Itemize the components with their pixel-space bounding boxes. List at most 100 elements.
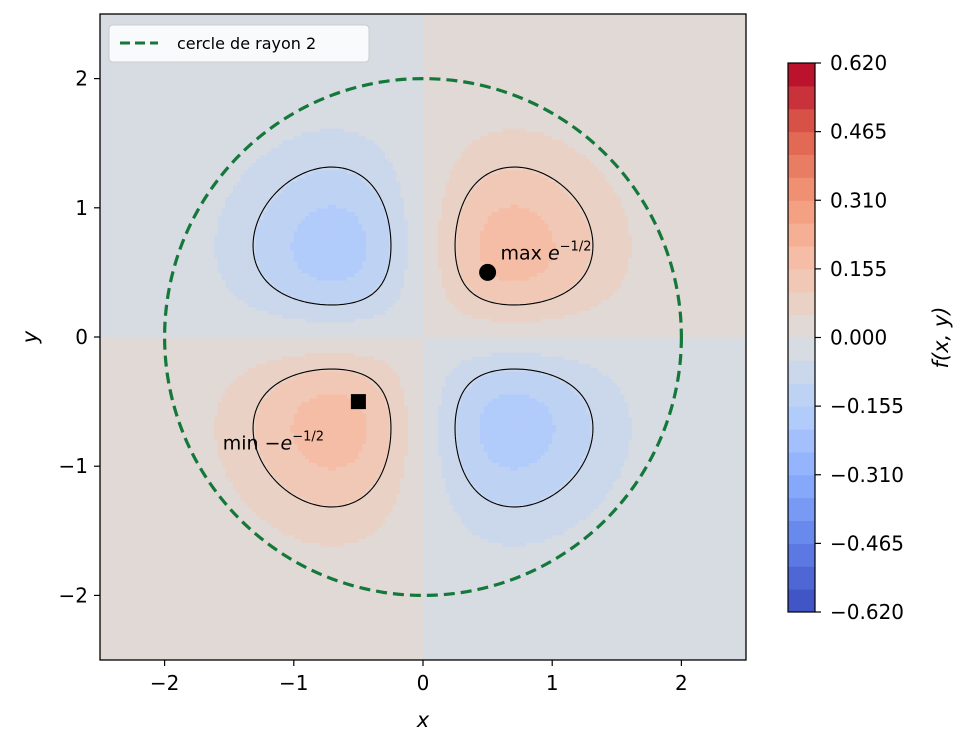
- heat-cell: [115, 649, 119, 653]
- heat-cell: [491, 637, 495, 641]
- heat-cell: [640, 592, 644, 596]
- heat-cell: [659, 576, 663, 580]
- heat-cell: [237, 584, 241, 588]
- heat-cell: [419, 588, 423, 592]
- heat-cell: [617, 641, 621, 645]
- heat-cell: [491, 557, 495, 561]
- heat-cell: [412, 576, 416, 580]
- heat-cell: [545, 622, 549, 626]
- heat-cell: [522, 588, 526, 592]
- heat-cell: [153, 603, 157, 607]
- heat-cell: [214, 588, 218, 592]
- heat-cell: [381, 641, 385, 645]
- heat-cell: [351, 588, 355, 592]
- heat-cell: [115, 576, 119, 580]
- heat-cell: [119, 573, 123, 577]
- heat-cell: [738, 561, 742, 565]
- heat-cell: [643, 611, 647, 615]
- heat-cell: [533, 576, 537, 580]
- heat-cell: [309, 565, 313, 569]
- heat-cell: [203, 565, 207, 569]
- heat-cell: [248, 584, 252, 588]
- heat-cell: [290, 561, 294, 565]
- heat-cell: [313, 561, 317, 565]
- heat-cell: [108, 546, 112, 550]
- heat-cell: [628, 652, 632, 656]
- heat-cell: [594, 611, 598, 615]
- heat-cell: [267, 622, 271, 626]
- heat-cell: [377, 614, 381, 618]
- heat-cell: [165, 554, 169, 558]
- heat-cell: [111, 645, 115, 649]
- heat-cell: [374, 569, 378, 573]
- heat-cell: [647, 614, 651, 618]
- heat-cell: [408, 554, 412, 558]
- heat-cell: [377, 626, 381, 630]
- heat-cell: [678, 637, 682, 641]
- heat-cell: [370, 607, 374, 611]
- heat-cell: [655, 618, 659, 622]
- heat-cell: [168, 580, 172, 584]
- heat-cell: [484, 569, 488, 573]
- heat-cell: [431, 645, 435, 649]
- heat-cell: [689, 550, 693, 554]
- heat-cell: [271, 614, 275, 618]
- heat-cell: [404, 637, 408, 641]
- heat-cell: [579, 573, 583, 577]
- heat-cell: [275, 569, 279, 573]
- heat-cell: [142, 618, 146, 622]
- heat-cell: [567, 652, 571, 656]
- heat-cell: [415, 588, 419, 592]
- heat-cell: [503, 611, 507, 615]
- heat-cell: [438, 652, 442, 656]
- heat-cell: [161, 641, 165, 645]
- heat-cell: [161, 561, 165, 565]
- heat-cell: [735, 592, 739, 596]
- heat-cell: [176, 554, 180, 558]
- heat-cell: [495, 622, 499, 626]
- heat-cell: [332, 649, 336, 653]
- heat-cell: [134, 550, 138, 554]
- heat-cell: [495, 614, 499, 618]
- heat-cell: [229, 569, 233, 573]
- heat-cell: [381, 645, 385, 649]
- heat-cell: [362, 550, 366, 554]
- heat-cell: [712, 576, 716, 580]
- heat-cell: [685, 565, 689, 569]
- heat-cell: [533, 550, 537, 554]
- heat-cell: [453, 652, 457, 656]
- heat-cell: [408, 607, 412, 611]
- heat-cell: [206, 554, 210, 558]
- heat-cell: [153, 649, 157, 653]
- heat-cell: [488, 592, 492, 596]
- heat-cell: [104, 645, 108, 649]
- heat-cell: [457, 557, 461, 561]
- heat-cell: [560, 592, 564, 596]
- heat-cell: [476, 607, 480, 611]
- heat-cell: [400, 607, 404, 611]
- heat-cell: [651, 599, 655, 603]
- heat-cell: [282, 595, 286, 599]
- heat-cell: [514, 565, 518, 569]
- heat-cell: [564, 607, 568, 611]
- heat-cell: [393, 649, 397, 653]
- heat-cell: [149, 584, 153, 588]
- heat-cell: [210, 595, 214, 599]
- heat-cell: [263, 603, 267, 607]
- heat-cell: [583, 645, 587, 649]
- heat-cell: [472, 580, 476, 584]
- heat-cell: [655, 603, 659, 607]
- heat-cell: [332, 546, 336, 550]
- heat-cell: [670, 595, 674, 599]
- heat-cell: [233, 649, 237, 653]
- heat-cell: [503, 599, 507, 603]
- heat-cell: [560, 637, 564, 641]
- heat-cell: [195, 550, 199, 554]
- heat-cell: [187, 626, 191, 630]
- heat-cell: [488, 603, 492, 607]
- heat-cell: [556, 599, 560, 603]
- heat-cell: [431, 637, 435, 641]
- heat-cell: [172, 584, 176, 588]
- heat-cell: [480, 554, 484, 558]
- heat-cell: [689, 584, 693, 588]
